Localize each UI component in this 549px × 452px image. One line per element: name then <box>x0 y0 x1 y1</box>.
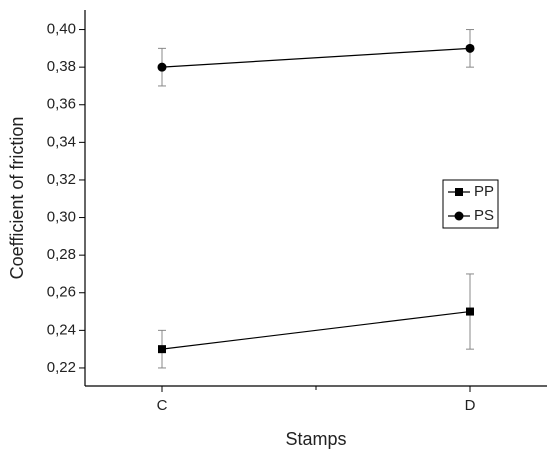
x-axis-title: Stamps <box>285 429 346 449</box>
legend-label: PS <box>474 207 494 224</box>
x-tick-label: C <box>157 397 168 414</box>
data-point <box>466 307 474 316</box>
legend-marker <box>455 188 463 196</box>
y-tick-label: 0,38 <box>47 58 76 75</box>
x-tick-label: D <box>465 397 476 414</box>
y-tick-label: 0,26 <box>47 284 76 301</box>
data-point <box>465 43 475 53</box>
y-tick-label: 0,24 <box>47 321 76 338</box>
data-point <box>157 62 167 72</box>
y-tick-label: 0,30 <box>47 209 76 226</box>
series-line <box>161 47 471 68</box>
y-tick-label: 0,22 <box>47 359 76 376</box>
y-tick-label: 0,40 <box>47 21 76 38</box>
y-tick-label: 0,34 <box>47 133 76 150</box>
data-point <box>158 345 166 354</box>
y-tick-label: 0,32 <box>47 171 76 188</box>
y-tick-label: 0,36 <box>47 96 76 113</box>
y-axis-title: Coefficient of friction <box>7 117 27 280</box>
legend-box <box>442 179 499 229</box>
legend-label: PP <box>474 183 494 200</box>
series-line <box>161 310 471 350</box>
legend-marker <box>454 211 464 221</box>
y-tick-label: 0,28 <box>47 246 76 263</box>
